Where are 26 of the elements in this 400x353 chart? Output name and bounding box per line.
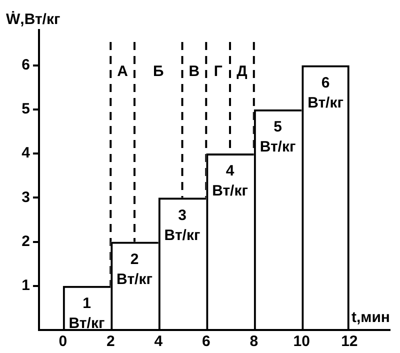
x-tick-label: 6 [202, 333, 210, 350]
x-tick-label: 0 [58, 333, 68, 350]
data-label: 3 Вт/кг [164, 206, 200, 244]
data-label: 6 Вт/кг [308, 74, 344, 112]
y-axis-title: Ẇ,Вт/кг [6, 11, 60, 28]
x-tick-label: 2 [106, 333, 115, 350]
y-tick-label: 3 [22, 188, 30, 206]
x-axis-title: t,мин [351, 309, 390, 326]
y-tick-label: 1 [22, 277, 30, 294]
y-tick-label: 6 [22, 56, 30, 74]
annotation: Б [152, 63, 164, 80]
y-tick-label: 2 [22, 232, 30, 250]
data-label: 5 Вт/кг [260, 118, 296, 156]
y-tick-label: 4 [22, 144, 31, 162]
annotation: В [188, 63, 200, 80]
annotation: Д [236, 63, 248, 80]
data-label: 1 Вт/кг [68, 295, 105, 332]
annotation: А [117, 63, 128, 80]
x-tick-label: 8 [250, 333, 258, 350]
data-label: 4 Вт/кг [212, 162, 248, 200]
x-tick-label: 10 [293, 333, 310, 350]
x-tick-label: 12 [341, 333, 358, 350]
x-tick-label: 4 [154, 333, 164, 350]
data-label: 2 Вт/кг [116, 250, 152, 288]
y-tick-label: 5 [22, 100, 30, 118]
annotation: Г [214, 63, 223, 80]
